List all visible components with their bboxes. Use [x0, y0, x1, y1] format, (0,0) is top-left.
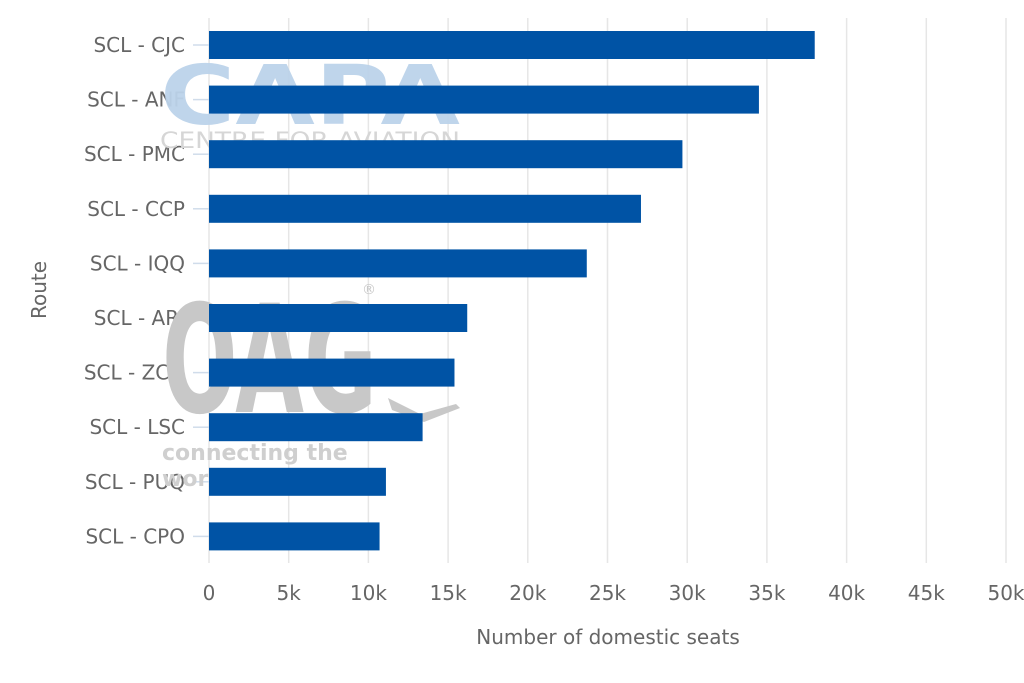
- category-label: SCL - IQQ: [90, 251, 185, 275]
- category-label: SCL - CJC: [93, 33, 185, 57]
- x-tick-label: 30k: [669, 581, 706, 605]
- oag-tagline-1: connecting the: [162, 441, 348, 466]
- x-tick-label: 0: [203, 581, 216, 605]
- x-tick-label: 20k: [509, 581, 546, 605]
- x-tick-label: 10k: [350, 581, 387, 605]
- x-tick-label: 45k: [908, 581, 945, 605]
- category-label: SCL - PUQ: [85, 470, 185, 494]
- bar: [209, 31, 815, 59]
- category-label: SCL - PMC: [84, 142, 185, 166]
- category-label: SCL - CCP: [87, 197, 185, 221]
- x-axis-title: Number of domestic seats: [476, 625, 739, 649]
- bar: [209, 304, 468, 332]
- bar: [209, 413, 423, 442]
- bars: [209, 31, 815, 551]
- bar: [209, 85, 759, 114]
- category-label: SCL - CPO: [85, 524, 185, 548]
- bar: [209, 467, 386, 496]
- x-tick-label: 40k: [828, 581, 865, 605]
- bar: [209, 194, 641, 223]
- x-tick-label: 35k: [748, 581, 785, 605]
- bar: [209, 358, 455, 387]
- x-tick-labels: 0 5k 10k 15k 20k 25k 30k 35k 40k 45k 50k: [203, 581, 1024, 605]
- category-label: SCL - ARI: [94, 306, 185, 330]
- category-labels: SCL - CJC SCL - ANF SCL - PMC SCL - CCP SCL …: [84, 33, 185, 548]
- plane-swoosh-icon: [388, 398, 460, 422]
- category-label: SCL - LSC: [89, 415, 185, 439]
- y-axis-title: Route: [27, 261, 51, 319]
- oag-registered-mark: ®: [362, 282, 376, 298]
- category-label: SCL - ANF: [87, 88, 185, 112]
- x-tick-label: 15k: [430, 581, 467, 605]
- category-label: SCL - ZCO: [84, 361, 185, 385]
- x-tick-label: 25k: [589, 581, 626, 605]
- x-tick-label: 5k: [277, 581, 302, 605]
- bar: [209, 249, 587, 278]
- bar: [209, 522, 380, 551]
- x-tick-label: 50k: [987, 581, 1024, 605]
- bar: [209, 140, 683, 169]
